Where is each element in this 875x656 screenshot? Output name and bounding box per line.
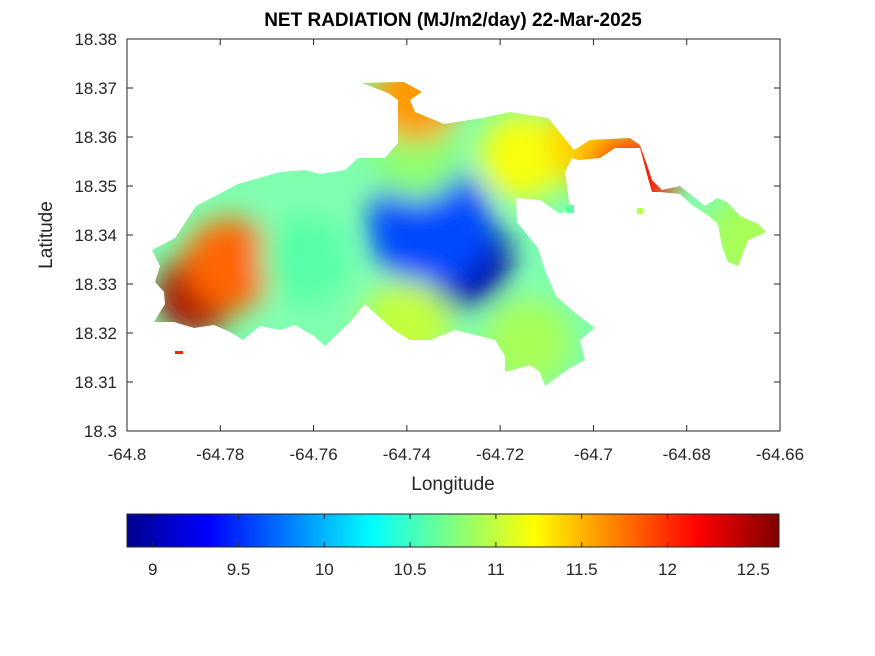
y-tick-label: 18.36 [74,128,117,147]
x-tick-label: -64.78 [196,445,244,464]
y-tick-label: 18.32 [74,324,117,343]
field-region-southeast [484,298,573,386]
colorbar [126,513,780,548]
x-tick-label: -64.8 [108,445,147,464]
colorbar-tick-label: 9 [148,560,157,579]
x-tick-label: -64.7 [574,445,613,464]
field-region-west-central [260,215,349,304]
y-tick-label: 18.38 [74,30,117,49]
colorbar-tick-labels: 9 9.5 10 10.5 11 11.5 12 12.5 [148,560,770,579]
x-tick-label: -64.72 [476,445,524,464]
colorbar-tick-label: 11.5 [566,560,598,579]
colorbar-tick-label: 9.5 [227,560,251,579]
colorbar-tick-label: 10 [315,560,334,579]
islet-northeast [637,208,643,214]
islet-east [566,205,574,213]
y-tick-labels: 18.3 18.31 18.32 18.33 18.34 18.35 18.36 18.37 1… [74,30,117,441]
islet-southwest [175,351,183,354]
x-tick-label: -64.66 [756,445,804,464]
field-region-west-band [183,218,276,311]
y-axis-label: Latitude [36,201,57,269]
y-tick-label: 18.35 [74,177,117,196]
y-tick-label: 18.33 [74,275,117,294]
y-tick-label: 18.31 [74,373,117,392]
y-tick-label: 18.3 [84,422,117,441]
x-tick-label: -64.74 [383,445,431,464]
tick-marks [126,38,781,432]
colorbar-tick-label: 10.5 [394,560,427,579]
x-tick-label: -64.68 [663,445,711,464]
x-tick-label: -64.76 [289,445,337,464]
x-axis-label: Longitude [411,474,494,495]
y-tick-label: 18.37 [74,79,117,98]
colorbar-tick-label: 11 [487,560,505,579]
x-tick-labels: -64.8 -64.78 -64.76 -64.74 -64.72 -64.7 -64.68… [108,445,804,464]
field-region-northeast [479,112,568,201]
colorbar-tick-label: 12 [658,560,677,579]
chart-title: NET RADIATION (MJ/m2/day) 22-Mar-2025 [264,10,642,31]
colorbar-tick-label: 12.5 [737,560,770,579]
y-tick-label: 18.34 [74,226,117,245]
colorbar-ticks [152,514,754,547]
